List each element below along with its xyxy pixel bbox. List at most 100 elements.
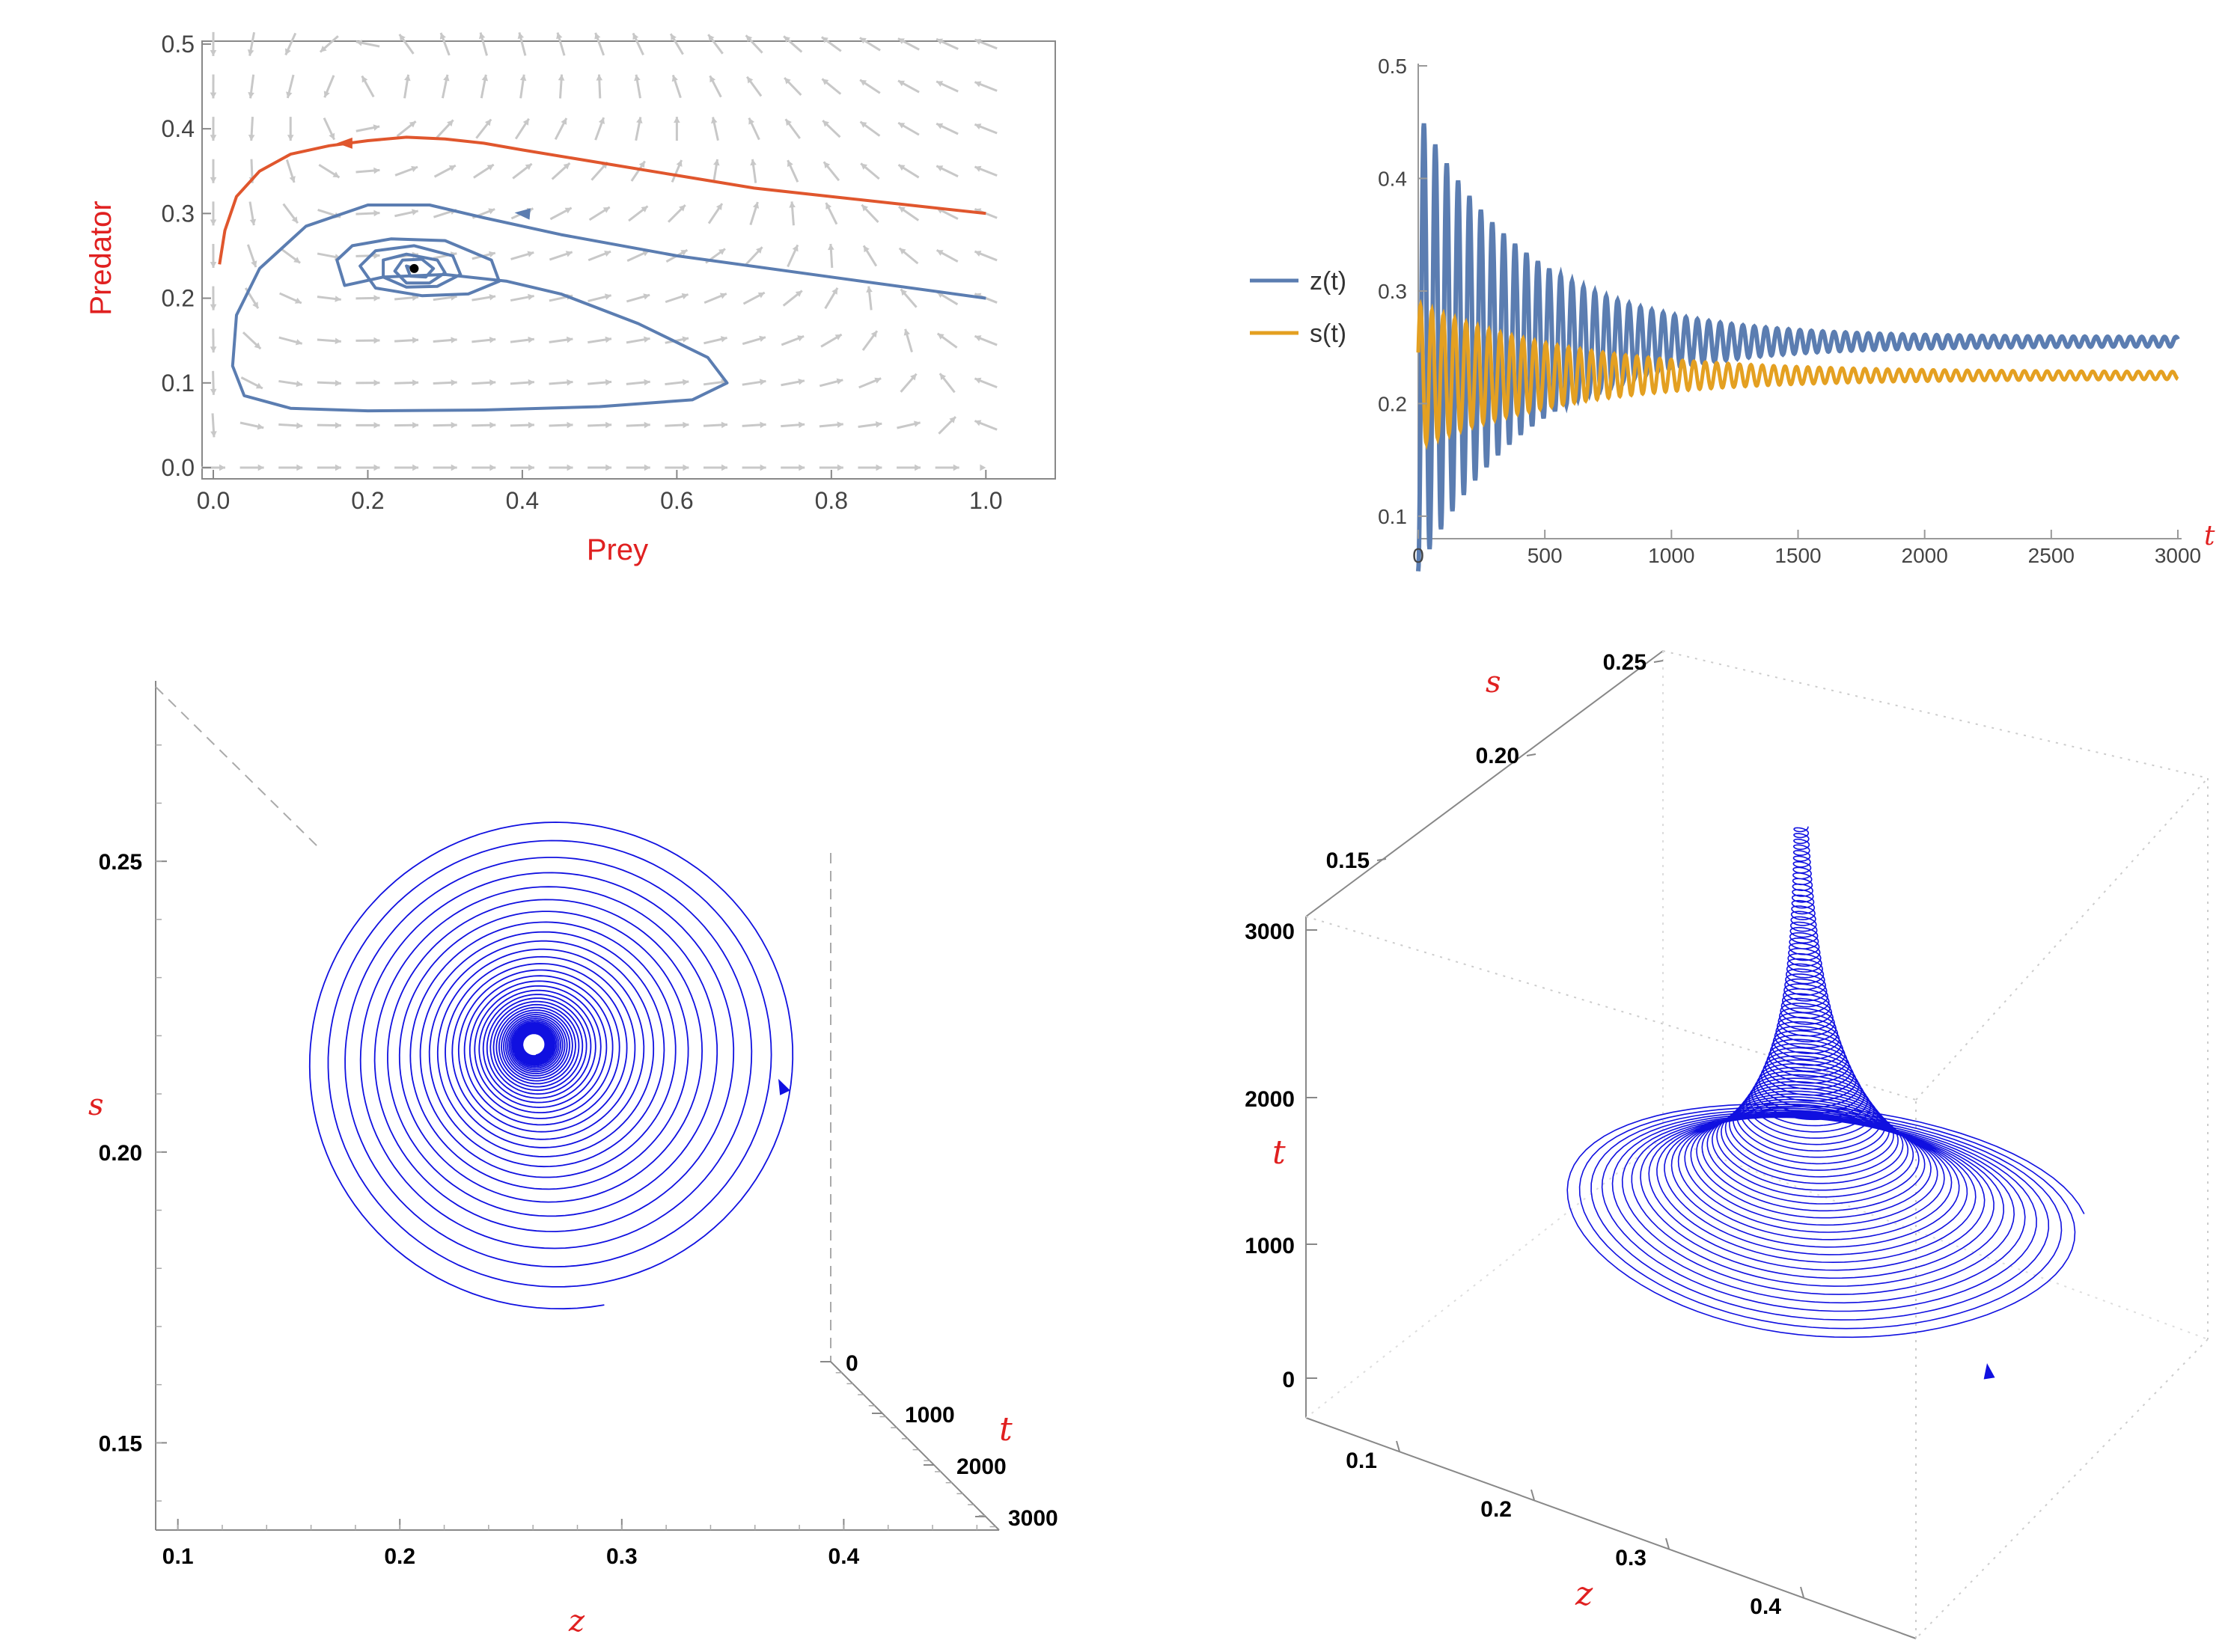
vector-field-arrowhead: [822, 120, 829, 127]
vector-field-arrowhead: [284, 48, 291, 55]
series-s(t): [1416, 299, 2179, 450]
phase-portrait-panel: 0.0 0.2 0.4 0.6 0.8 1.0 0.0 0.1 0.2 0.3 0.4 0.5 Pre…: [85, 31, 1056, 566]
time-x-tick-label: 1500: [1774, 544, 1821, 567]
vector-field-arrowhead: [974, 250, 982, 257]
vector-field-arrowhead: [974, 38, 982, 45]
vector-field-arrowhead: [936, 250, 944, 256]
vector-field-arrowhead: [861, 204, 868, 212]
vector-field-arrowhead: [404, 74, 411, 82]
vector-field-arrowhead: [644, 421, 650, 429]
perspective-s-tick-label: 0.15: [1326, 848, 1370, 873]
vector-field-arrowhead: [720, 336, 727, 343]
vector-field-arrowhead: [756, 247, 763, 254]
perspective-axis-label-t: t: [1272, 1134, 1286, 1172]
vector-field-arrowhead: [565, 251, 573, 257]
vector-field-arrowhead: [296, 422, 303, 429]
vector-field-arrowhead: [898, 206, 906, 213]
vector-field-arrowhead: [682, 336, 689, 343]
vector-field-arrowhead: [329, 132, 335, 140]
vector-field-arrowhead: [399, 34, 406, 41]
vector-field-arrowhead: [910, 373, 917, 381]
vector-field-arrowhead: [257, 464, 264, 471]
vector-field-arrowhead: [210, 49, 217, 56]
vector-field-arrowhead: [682, 379, 689, 386]
vector-field-arrowhead: [874, 377, 882, 384]
vector-field-arrowhead: [718, 248, 725, 255]
time-y-tick-label: 0.2: [1378, 392, 1407, 415]
vector-field-arrowhead: [335, 379, 341, 387]
vector-field-arrowhead: [760, 421, 766, 429]
vector-field-arrowhead: [679, 205, 686, 212]
vector-field-arrowhead: [522, 118, 529, 126]
front-t-tick-label: 1000: [905, 1403, 955, 1428]
vector-field-arrowhead: [636, 117, 643, 123]
vector-field-arrowhead: [784, 36, 790, 43]
vector-field-arrowhead: [798, 379, 805, 385]
vector-field-arrowhead: [949, 417, 956, 423]
vector-field-arrowhead: [373, 379, 380, 387]
vector-field-arrowhead: [759, 379, 766, 385]
vector-field-arrowhead: [248, 134, 255, 141]
vector-field-arrowhead: [709, 76, 716, 83]
vector-field-arrowhead: [860, 121, 867, 128]
vector-field-arrowhead: [719, 293, 727, 299]
blue-trajectory-arrowhead: [514, 208, 531, 220]
vector-field-arrowhead: [411, 165, 418, 172]
vector-field-arrowhead: [287, 135, 294, 141]
vector-field-arrowhead: [517, 32, 525, 40]
vector-field-arrowhead: [257, 423, 264, 430]
trajectory-blue-outer: [231, 204, 986, 413]
vector-field-arrowhead: [251, 260, 257, 268]
vector-field-arrowhead: [447, 120, 454, 127]
vector-field-arrowhead: [412, 379, 419, 386]
vector-field-arrowhead: [373, 167, 380, 174]
vector-field-arrowhead: [903, 328, 910, 336]
x-tick-label: 0.4: [506, 487, 539, 514]
vector-field-arrowhead: [681, 293, 689, 300]
phase-ticks: 0.0 0.2 0.4 0.6 0.8 1.0 0.0 0.1 0.2 0.3 0.4 0.5: [162, 31, 1003, 514]
y-tick-label: 0.2: [162, 285, 195, 312]
vector-field-arrowhead: [644, 379, 650, 386]
vector-field-arrowhead: [332, 171, 340, 178]
vector-field-arrowhead: [412, 421, 419, 429]
time-ticks: 0 500 1000 1500 2000 2500 3000 0.1 0.2 0.3 0.4 0.5: [1378, 55, 2201, 567]
vector-field-arrowhead: [936, 38, 944, 45]
vector-field-arrowhead: [859, 37, 867, 44]
perspective-t-tick-label: 0: [1282, 1368, 1295, 1392]
vector-field-arrowhead: [296, 464, 303, 471]
vector-field-arrowhead: [355, 40, 363, 46]
vector-field-arrowhead: [760, 464, 766, 471]
vector-field-arrowhead: [915, 464, 921, 471]
vector-field-arrowhead: [828, 243, 834, 251]
vector-field-arrowhead: [953, 464, 959, 471]
vector-field-arrowhead: [974, 335, 982, 342]
time-x-tick-label: 0: [1412, 544, 1424, 567]
vector-field-arrowhead: [373, 295, 380, 302]
vector-field-arrowhead: [745, 35, 753, 42]
perspective-spiral-arrowhead: [1983, 1363, 1995, 1380]
vector-field-arrowhead: [897, 38, 905, 44]
vector-field-arrowhead: [605, 421, 612, 429]
vector-field-arrowhead: [837, 464, 843, 471]
time-x-tick-label: 3000: [2155, 544, 2201, 567]
vector-field-arrowhead: [219, 464, 225, 471]
vector-field-arrowhead: [974, 123, 982, 130]
vector-field-arrowhead: [484, 119, 492, 126]
vector-field-arrowhead: [489, 293, 496, 301]
vector-field-arrowhead: [643, 293, 650, 300]
vector-field-arrowhead: [798, 421, 805, 429]
time-x-tick-label: 500: [1527, 544, 1563, 567]
vector-field-arrowhead: [567, 464, 573, 471]
vector-field-arrowhead: [757, 292, 765, 299]
vector-field-arrowhead: [671, 34, 677, 41]
x-tick-label: 0.2: [351, 487, 384, 514]
time-x-tick-label: 1000: [1648, 544, 1694, 567]
front-t-tick-label: 2000: [956, 1454, 1007, 1479]
y-tick-label: 0.5: [162, 31, 195, 58]
time-y-tick-label: 0.3: [1378, 280, 1407, 303]
vector-field-arrowhead: [335, 464, 341, 471]
vector-field-arrowhead: [594, 32, 601, 40]
vector-field-arrowhead: [936, 81, 944, 88]
vector-field-arrowhead: [254, 342, 261, 349]
